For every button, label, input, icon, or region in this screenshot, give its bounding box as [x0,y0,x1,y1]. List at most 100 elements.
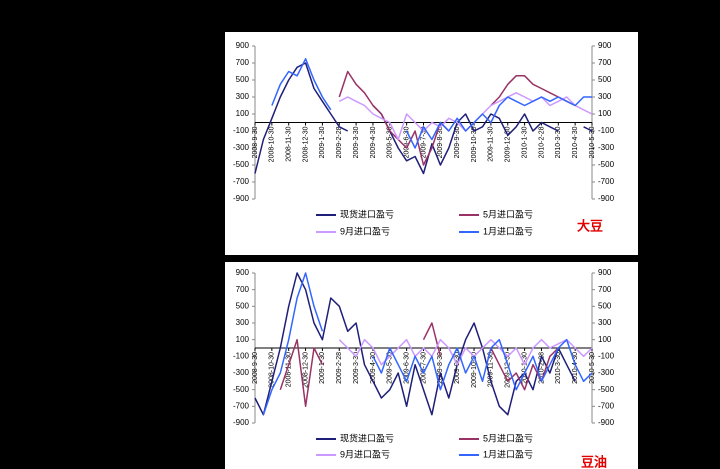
x-tick-label: 2010-5-30 [589,352,596,384]
y-tick-label: -700 [233,401,250,410]
y-tick-label: 700 [236,285,250,294]
x-tick-label: 2009-8-30 [437,126,444,158]
y-tick-label: -500 [598,385,615,394]
y-tick-label: 500 [236,75,250,84]
y-tick-label: -700 [598,177,615,186]
y-tick-label: 900 [236,41,250,50]
series-line [271,58,592,149]
chart-panel [225,262,638,469]
legend-label: 5月进口盈亏 [483,209,533,219]
y-tick-label: 700 [236,58,250,67]
series-line [254,272,576,416]
x-tick-label: 2009-11-30 [488,352,495,387]
legend-label: 5月进口盈亏 [483,433,533,443]
series-line [262,272,593,415]
legend-label: 1月进口盈亏 [483,226,533,236]
y-tick-label: -300 [233,368,250,377]
x-tick-label: 2009-4-30 [370,352,377,384]
chart-annotation: 大豆 [577,218,603,233]
x-tick-label: 2010-4-30 [572,352,579,384]
x-tick-label: 2010-1-30 [521,352,528,384]
y-tick-label: 900 [598,41,612,50]
x-tick-label: 2009-10-30 [471,126,478,162]
y-tick-label: 300 [598,92,612,101]
x-tick-label: 2009-7-30 [420,126,427,158]
chart-annotation: 豆油 [581,454,607,469]
series-line [254,62,593,175]
x-tick-label: 2008-11-30 [286,352,293,387]
x-tick-label: 2008-9-30 [252,352,259,384]
x-tick-label: 2008-10-30 [269,126,276,162]
x-tick-label: 2008-12-30 [302,352,309,388]
series-line [338,338,593,366]
legend-label: 1月进口盈亏 [483,449,533,459]
legend-label: 9月进口盈亏 [340,226,390,236]
x-tick-label: 2009-7-30 [420,352,427,384]
y-tick-label: 700 [598,58,612,67]
x-tick-label: 2009-1-30 [319,126,326,158]
y-tick-label: 100 [598,109,612,118]
y-tick-label: -900 [598,194,615,203]
x-tick-label: 2009-2-28 [336,352,343,384]
y-tick-label: 500 [236,301,250,310]
y-tick-label: 100 [598,335,612,344]
x-tick-label: 2009-12-30 [505,352,512,388]
legend-label: 9月进口盈亏 [340,449,390,459]
y-tick-label: -500 [598,160,615,169]
x-tick-label: 2009-6-30 [403,352,410,384]
x-tick-label: 2009-5-30 [387,352,394,384]
y-tick-label: 100 [236,109,250,118]
y-tick-label: -700 [233,177,250,186]
y-tick-label: -100 [598,351,615,360]
x-tick-label: 2010-5-30 [589,126,596,158]
y-tick-label: -500 [233,385,250,394]
x-tick-label: 2010-4-30 [572,126,579,158]
x-tick-label: 2009-2-28 [336,126,343,158]
legend-label: 现货进口盈亏 [340,432,394,443]
x-tick-label: 2009-9-30 [454,352,461,384]
y-tick-label: 100 [236,335,250,344]
x-tick-label: 2010-2-28 [538,352,545,384]
x-tick-label: 2010-3-30 [555,352,562,384]
y-tick-label: -300 [233,143,250,152]
y-tick-label: 700 [598,285,612,294]
y-tick-label: -100 [233,126,250,135]
x-tick-label: 2009-6-30 [403,126,410,158]
y-tick-label: 500 [598,75,612,84]
x-tick-label: 2008-12-30 [302,126,309,162]
y-tick-label: -700 [598,401,615,410]
y-tick-label: 300 [236,318,250,327]
x-tick-label: 2009-4-30 [370,126,377,158]
x-tick-label: 2009-3-30 [353,126,360,158]
y-tick-label: 500 [598,301,612,310]
x-tick-label: 2008-11-30 [286,126,293,161]
x-tick-label: 2009-8-30 [437,352,444,384]
x-tick-label: 2010-1-30 [521,126,528,158]
x-tick-label: 2009-11-30 [488,126,495,161]
y-tick-label: -500 [233,160,250,169]
y-tick-label: -300 [598,143,615,152]
y-tick-label: 300 [598,318,612,327]
y-tick-label: -300 [598,368,615,377]
x-tick-label: 2010-2-28 [538,126,545,158]
y-tick-label: 300 [236,92,250,101]
x-tick-label: 2009-1-30 [319,352,326,384]
y-tick-label: 900 [598,268,612,277]
y-tick-label: -900 [233,418,250,427]
x-tick-label: 2008-10-30 [269,352,276,388]
x-tick-label: 2009-9-30 [454,126,461,158]
y-tick-label: -900 [598,418,615,427]
x-tick-label: 2008-9-30 [252,126,259,158]
x-tick-label: 2009-10-30 [471,352,478,388]
y-tick-label: -100 [598,126,615,135]
legend-label: 现货进口盈亏 [340,208,394,219]
y-tick-label: 900 [236,268,250,277]
y-tick-label: -100 [233,351,250,360]
x-tick-label: 2009-3-30 [353,352,360,384]
x-tick-label: 2009-12-30 [505,126,512,162]
x-tick-label: 2009-5-30 [387,126,394,158]
y-tick-label: -900 [233,194,250,203]
x-tick-label: 2010-3-30 [555,126,562,158]
